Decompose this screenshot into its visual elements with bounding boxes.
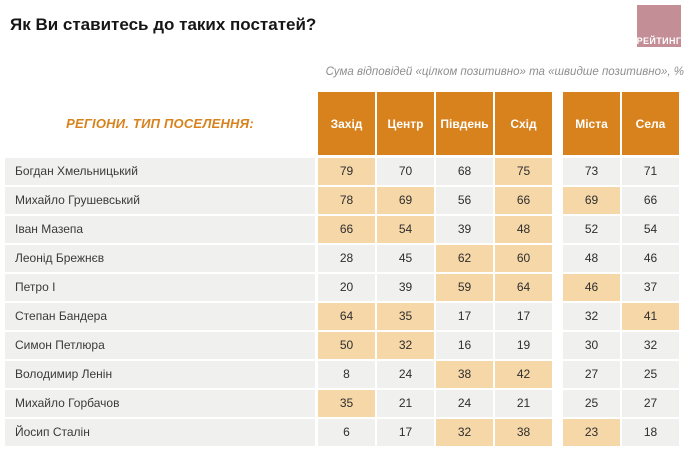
- value-cell: 23: [563, 419, 620, 446]
- value-cell: 79: [318, 158, 375, 185]
- value-cell: 78: [318, 187, 375, 214]
- value-cell: 59: [436, 274, 493, 301]
- table-row: Степан Бандера 64 35 17 17 32 41: [5, 303, 685, 330]
- value-cell: 28: [318, 245, 375, 272]
- value-cell: 39: [436, 216, 493, 243]
- value-cell: 32: [436, 419, 493, 446]
- person-label: Іван Мазепа: [5, 216, 315, 243]
- value-cell: 25: [622, 361, 679, 388]
- value-cell: 21: [495, 390, 552, 417]
- person-label: Михайло Горбачов: [5, 390, 315, 417]
- value-cell: 27: [622, 390, 679, 417]
- table-body: Богдан Хмельницький 79 70 68 75 73 71 Михайло Г…: [5, 158, 685, 446]
- value-cell: 27: [563, 361, 620, 388]
- table-row: Михайло Грушевський 78 69 56 66 69 66: [5, 187, 685, 214]
- value-cell: 60: [495, 245, 552, 272]
- value-cell: 69: [563, 187, 620, 214]
- value-cell: 18: [622, 419, 679, 446]
- column-header-zakhid: Захід: [318, 92, 375, 155]
- column-header-sela: Села: [622, 92, 679, 155]
- value-cell: 54: [622, 216, 679, 243]
- value-cell: 64: [495, 274, 552, 301]
- value-cell: 73: [563, 158, 620, 185]
- person-label: Йосип Сталін: [5, 419, 315, 446]
- value-cell: 48: [563, 245, 620, 272]
- value-cell: 35: [377, 303, 434, 330]
- person-label: Михайло Грушевський: [5, 187, 315, 214]
- value-cell: 75: [495, 158, 552, 185]
- value-cell: 71: [622, 158, 679, 185]
- value-cell: 17: [377, 419, 434, 446]
- table-row: Леонід Брежнєв 28 45 62 60 48 46: [5, 245, 685, 272]
- value-cell: 32: [377, 332, 434, 359]
- value-cell: 68: [436, 158, 493, 185]
- page-title: Як Ви ставитесь до таких постатей?: [10, 15, 317, 34]
- value-cell: 38: [495, 419, 552, 446]
- value-cell: 46: [563, 274, 620, 301]
- value-cell: 20: [318, 274, 375, 301]
- person-label: Симон Петлюра: [5, 332, 315, 359]
- value-cell: 39: [377, 274, 434, 301]
- value-cell: 17: [495, 303, 552, 330]
- value-cell: 69: [377, 187, 434, 214]
- person-label: Богдан Хмельницький: [5, 158, 315, 185]
- value-cell: 54: [377, 216, 434, 243]
- table-row: Володимир Ленін 8 24 38 42 27 25: [5, 361, 685, 388]
- table-row: Іван Мазепа 66 54 39 48 52 54: [5, 216, 685, 243]
- person-label: Петро І: [5, 274, 315, 301]
- value-cell: 62: [436, 245, 493, 272]
- value-cell: 66: [318, 216, 375, 243]
- chart-subtitle: Сума відповідей «цілком позитивно» та «ш…: [325, 66, 684, 78]
- value-cell: 24: [377, 361, 434, 388]
- value-cell: 66: [495, 187, 552, 214]
- value-cell: 64: [318, 303, 375, 330]
- value-cell: 50: [318, 332, 375, 359]
- value-cell: 41: [622, 303, 679, 330]
- value-cell: 45: [377, 245, 434, 272]
- table-row: Петро І 20 39 59 64 46 37: [5, 274, 685, 301]
- value-cell: 8: [318, 361, 375, 388]
- column-header-skhid: Схід: [495, 92, 552, 155]
- value-cell: 48: [495, 216, 552, 243]
- value-cell: 42: [495, 361, 552, 388]
- value-cell: 32: [622, 332, 679, 359]
- value-cell: 19: [495, 332, 552, 359]
- rating-group-logo: РЕЙТИНГ: [637, 5, 681, 47]
- table-row: Богдан Хмельницький 79 70 68 75 73 71: [5, 158, 685, 185]
- value-cell: 25: [563, 390, 620, 417]
- value-cell: 66: [622, 187, 679, 214]
- corner-label: РЕГІОНИ. ТИП ПОСЕЛЕННЯ:: [66, 116, 254, 131]
- value-cell: 52: [563, 216, 620, 243]
- table-header-row: РЕГІОНИ. ТИП ПОСЕЛЕННЯ: Захід Центр Півд…: [5, 92, 685, 155]
- value-cell: 17: [436, 303, 493, 330]
- table-row: Михайло Горбачов 35 21 24 21 25 27: [5, 390, 685, 417]
- value-cell: 46: [622, 245, 679, 272]
- value-cell: 30: [563, 332, 620, 359]
- value-cell: 70: [377, 158, 434, 185]
- column-header-pivden: Південь: [436, 92, 493, 155]
- value-cell: 38: [436, 361, 493, 388]
- rating-logo-text: РЕЙТИНГ: [636, 36, 682, 46]
- table-row: Йосип Сталін 6 17 32 38 23 18: [5, 419, 685, 446]
- value-cell: 35: [318, 390, 375, 417]
- column-header-mista: Міста: [563, 92, 620, 155]
- value-cell: 24: [436, 390, 493, 417]
- column-header-tsentr: Центр: [377, 92, 434, 155]
- value-cell: 56: [436, 187, 493, 214]
- corner-cell: РЕГІОНИ. ТИП ПОСЕЛЕННЯ:: [5, 92, 315, 155]
- value-cell: 32: [563, 303, 620, 330]
- person-label: Володимир Ленін: [5, 361, 315, 388]
- value-cell: 37: [622, 274, 679, 301]
- value-cell: 16: [436, 332, 493, 359]
- person-label: Степан Бандера: [5, 303, 315, 330]
- table-row: Симон Петлюра 50 32 16 19 30 32: [5, 332, 685, 359]
- survey-table: РЕГІОНИ. ТИП ПОСЕЛЕННЯ: Захід Центр Півд…: [5, 92, 685, 448]
- value-cell: 6: [318, 419, 375, 446]
- person-label: Леонід Брежнєв: [5, 245, 315, 272]
- value-cell: 21: [377, 390, 434, 417]
